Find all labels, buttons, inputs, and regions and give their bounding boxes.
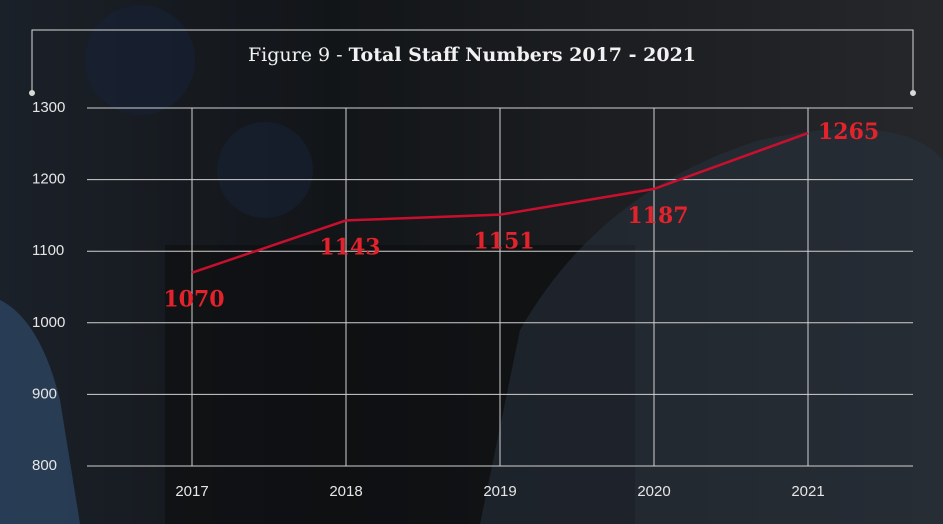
x-tick-label: 2018 — [329, 483, 362, 500]
background — [0, 0, 943, 524]
title-text: Total Staff Numbers 2017 - 2021 — [349, 44, 696, 66]
y-tick-label: 1000 — [32, 314, 65, 331]
page: {"chart_data": {"type": "line", "figure_… — [0, 0, 943, 524]
x-tick-label: 2017 — [175, 483, 208, 500]
y-tick-label: 1200 — [32, 171, 65, 188]
y-tick-label: 800 — [32, 457, 57, 474]
chart-title: Figure 9 - Total Staff Numbers 2017 - 20… — [248, 44, 696, 66]
x-tick-label: 2020 — [637, 483, 670, 500]
figure-label: Figure 9 - — [248, 44, 343, 66]
chart: Figure 9 - Total Staff Numbers 2017 - 20… — [0, 0, 943, 524]
x-tick-label: 2021 — [791, 483, 824, 500]
data-label: 1187 — [627, 203, 688, 229]
data-label: 1070 — [163, 287, 224, 313]
y-tick-label: 1100 — [32, 242, 64, 259]
data-label: 1265 — [818, 119, 879, 145]
data-label: 1151 — [473, 229, 534, 255]
y-tick-label: 900 — [32, 385, 57, 402]
x-tick-label: 2019 — [483, 483, 516, 500]
data-label: 1143 — [319, 234, 380, 260]
y-tick-label: 1300 — [32, 99, 65, 116]
